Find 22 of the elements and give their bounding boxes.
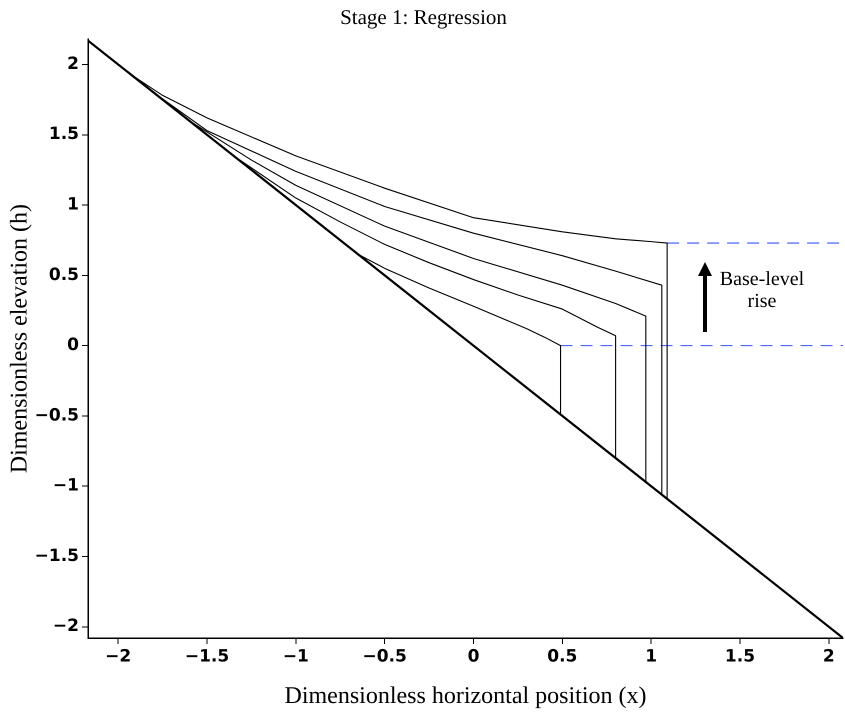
y-tick-label: −0.5 — [34, 405, 79, 426]
y-axis-title: Dimensionless elevation (h) — [6, 204, 33, 474]
y-tick-label: 1 — [67, 194, 79, 214]
x-tick-label: −1 — [282, 646, 309, 667]
y-tick-label: −2 — [52, 616, 79, 636]
y-tick-label: 0 — [67, 335, 80, 356]
x-tick-label: 0 — [468, 646, 480, 667]
x-tick-label: −2 — [105, 646, 132, 667]
y-tick-label: −1.5 — [34, 546, 79, 566]
x-tick-label: −0.5 — [362, 646, 407, 667]
y-tick-label: 0.5 — [48, 264, 79, 285]
y-tick-label: 1.5 — [48, 124, 79, 144]
x-tick-label: −1.5 — [184, 646, 230, 667]
x-tick-label: 2 — [822, 646, 835, 667]
chart-title: Stage 1: Regression — [340, 5, 508, 30]
y-tick-label: 2 — [67, 54, 79, 74]
x-axis-title: Dimensionless horizontal position (x) — [284, 682, 646, 709]
x-tick-label: 0.5 — [547, 646, 578, 667]
annotation: Base-level rise — [718, 268, 806, 312]
x-tick-label: 1.5 — [724, 646, 756, 667]
x-tick-label: 1 — [645, 646, 658, 667]
y-tick-label: −1 — [52, 476, 79, 496]
